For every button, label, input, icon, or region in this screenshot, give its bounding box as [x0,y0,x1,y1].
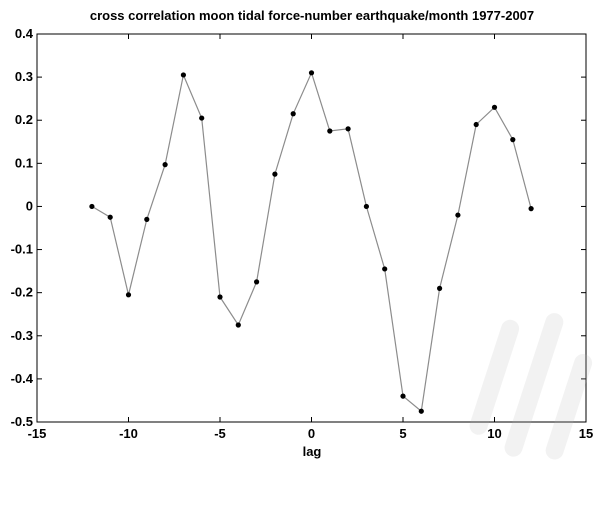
y-tick-label: -0.4 [11,371,34,386]
data-point [180,72,186,78]
data-point [162,162,168,168]
data-point [272,171,278,177]
data-point [327,128,333,134]
data-point [400,393,406,399]
x-tick-label: 0 [308,426,315,441]
data-point [199,115,205,121]
x-tick-label: 10 [487,426,501,441]
data-point [89,203,95,210]
data-point [473,121,479,128]
y-axis: 0.4 0.3 0.2 0.1 0 -0.1 -0.2 -0.3 -0.4 -0.5 [11,26,586,429]
data-point [455,212,461,218]
data-point [363,203,369,210]
data-point [437,285,443,291]
y-tick-label: 0.4 [15,26,34,41]
data-point [290,111,296,117]
x-axis-label: lag [303,444,322,459]
data-point [528,206,534,212]
x-tick-label: -5 [214,426,226,441]
y-tick-label: -0.2 [11,285,33,300]
chart: cross correlation moon tidal force-numbe… [11,8,594,459]
series-line [91,71,532,413]
chart-title: cross correlation moon tidal force-numbe… [90,8,534,23]
x-tick-label: 5 [399,426,406,441]
data-point [308,70,315,76]
y-tick-label: 0.3 [15,69,33,84]
data-point [382,266,388,272]
x-axis: -15 -10 -5 0 5 10 15 [28,34,593,441]
data-point [491,104,498,110]
series-group [89,70,534,414]
x-tick-label: -15 [28,426,47,441]
y-tick-label: -0.5 [11,414,33,429]
y-tick-label: 0.2 [15,112,33,127]
data-point [144,216,150,222]
x-tick-label: 15 [579,426,593,441]
y-tick-label: 0 [26,198,33,213]
data-point [418,408,424,414]
y-tick-label: -0.1 [11,242,33,257]
data-point [107,214,113,220]
y-tick-label: -0.3 [11,328,33,343]
data-point [217,294,223,300]
data-point [510,137,516,143]
data-point [125,292,132,298]
x-tick-label: -10 [119,426,138,441]
data-point [235,322,241,328]
data-point [345,126,351,132]
y-tick-label: 0.1 [15,155,33,170]
data-point [254,279,260,285]
